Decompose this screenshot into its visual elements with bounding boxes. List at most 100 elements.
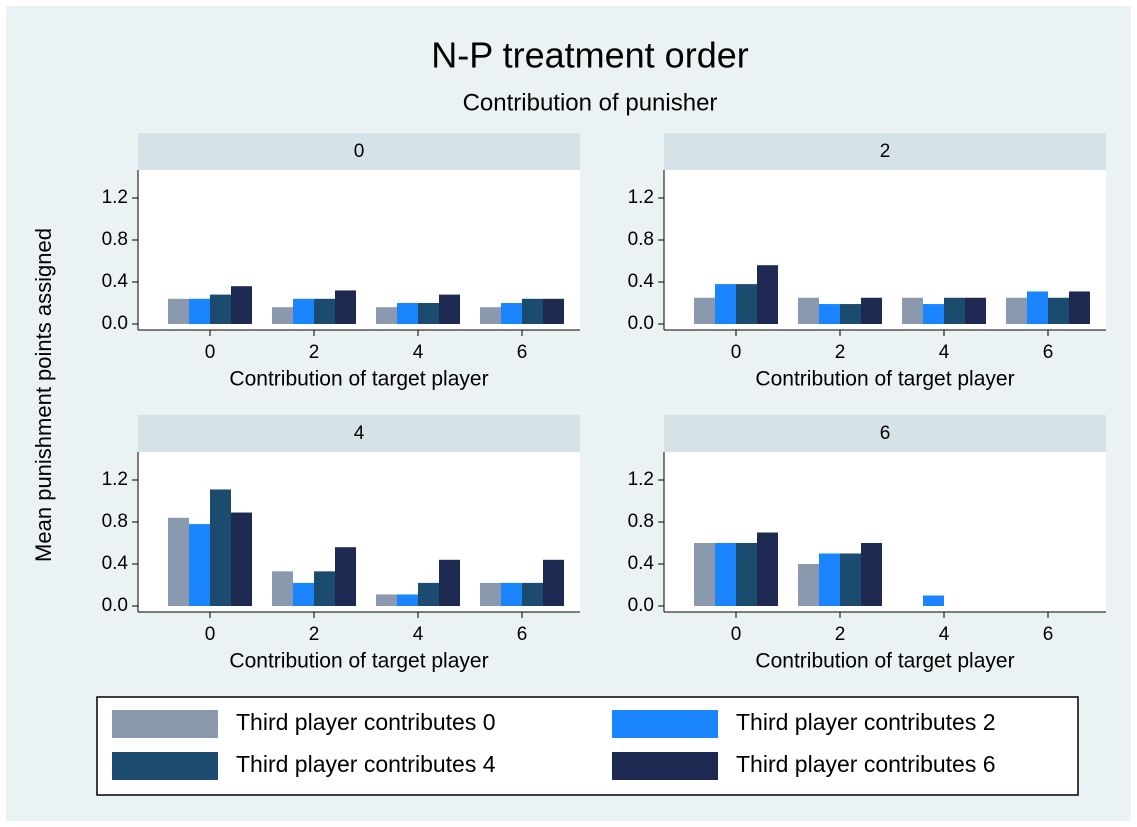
bar [168,298,189,324]
bar [861,297,882,324]
bar [231,512,252,606]
bar [819,304,840,324]
bar [522,582,543,606]
y-tick-label: 0.8 [102,229,128,250]
bar [293,298,314,324]
bar [418,582,439,606]
y-tick-label: 0.8 [102,511,128,532]
bar [715,543,736,606]
bar [314,298,335,324]
y-tick-label: 0.8 [628,511,654,532]
bar [736,284,757,324]
x-tick-label: 4 [413,342,424,363]
y-tick-label: 1.2 [628,187,654,208]
x-axis-label: Contribution of target player [755,368,1014,391]
bar [439,559,460,606]
bar [819,553,840,606]
bar [376,594,397,606]
bar [293,582,314,606]
x-tick-label: 6 [517,624,528,645]
legend-label: Third player contributes 2 [736,709,996,735]
bar [694,297,715,324]
x-tick-label: 6 [1043,624,1054,645]
legend-label: Third player contributes 4 [236,751,496,777]
facet-strip [138,415,580,452]
bar [798,297,819,324]
y-tick-label: 0.0 [628,595,654,616]
facet-title: 2 [880,141,891,162]
bar [501,582,522,606]
bar [840,304,861,324]
x-tick-label: 4 [939,624,950,645]
bar [189,298,210,324]
legend [96,696,1079,796]
y-tick-label: 0.4 [628,553,655,574]
bar [840,553,861,606]
facet-strip [138,133,580,170]
y-tick-label: 0.4 [102,553,129,574]
y-tick-label: 1.2 [102,469,128,490]
bar [397,594,418,606]
x-tick-label: 4 [413,624,424,645]
legend-swatch [612,710,718,738]
bar [480,307,501,324]
y-tick-label: 0.0 [102,313,128,334]
bar [902,297,923,324]
x-tick-label: 2 [835,624,846,645]
y-tick-label: 0.0 [628,313,654,334]
chart-title: N-P treatment order [431,35,748,76]
y-tick-label: 0.8 [628,229,654,250]
bar [736,543,757,606]
y-tick-label: 0.4 [628,271,655,292]
bar [944,297,965,324]
bar [965,297,986,324]
chart-subtitle: Contribution of punisher [463,89,718,116]
facet-title: 0 [354,141,365,162]
bar [501,303,522,324]
facet-title: 4 [354,423,365,444]
x-tick-label: 0 [731,342,742,363]
y-tick-label: 0.4 [102,271,129,292]
bar [314,571,335,606]
legend-label: Third player contributes 6 [736,751,996,777]
x-tick-label: 0 [731,624,742,645]
bar [272,307,293,324]
bar [861,543,882,606]
bar [210,294,231,324]
facet-strip [664,415,1106,452]
x-axis-label: Contribution of target player [229,650,488,673]
x-tick-label: 0 [205,342,216,363]
bar [397,303,418,324]
bar [1069,291,1090,324]
legend-swatch [112,710,218,738]
bar [757,265,778,324]
x-tick-label: 6 [1043,342,1054,363]
bar [1006,297,1027,324]
legend-label: Third player contributes 0 [236,709,496,735]
bar [1048,297,1069,324]
bar [694,543,715,606]
y-axis-label: Mean punishment points assigned [31,228,56,562]
y-tick-label: 0.0 [102,595,128,616]
bar [1027,291,1048,324]
bar [189,524,210,606]
bar [418,303,439,324]
bar [715,284,736,324]
y-tick-label: 1.2 [102,187,128,208]
bar [376,307,397,324]
bar [168,517,189,606]
bar [480,582,501,606]
x-tick-label: 4 [939,342,950,363]
facet-strip [664,133,1106,170]
bar [231,286,252,324]
bar [923,595,944,606]
bar [335,547,356,606]
legend-swatch [112,752,218,780]
bar [923,304,944,324]
bar [210,489,231,606]
x-axis-label: Contribution of target player [755,650,1014,673]
bar [543,559,564,606]
legend-swatch [612,752,718,780]
x-tick-label: 6 [517,342,528,363]
